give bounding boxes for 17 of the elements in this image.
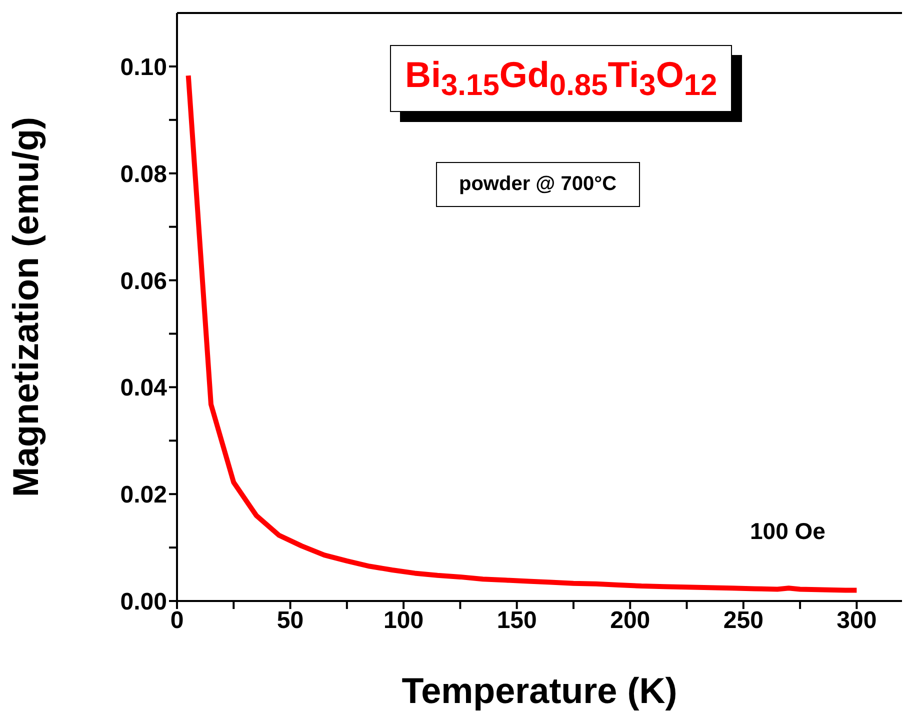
x-axis-title: Temperature (K): [402, 670, 678, 711]
annotation: 100 Oe: [750, 518, 826, 545]
x-tick-label: 200: [610, 607, 650, 634]
y-tick-label: 0.10: [120, 54, 167, 81]
y-tick-label: 0.02: [120, 482, 167, 509]
x-tick-label: 50: [276, 607, 304, 634]
x-tick-label: 0: [170, 607, 184, 634]
x-tick-label: 100: [384, 607, 424, 634]
y-tick-label: 0.00: [120, 588, 167, 616]
y-tick-label: 0.04: [120, 374, 168, 402]
x-tick-label: 250: [723, 607, 764, 634]
y-tick-label: 0.06: [120, 268, 167, 295]
boxed-label: powder @ 700°C: [436, 162, 640, 207]
y-axis-title: Magnetization (emu/g): [4, 117, 46, 497]
x-tick-label: 150: [496, 607, 537, 634]
y-tick-label: 0.08: [120, 160, 167, 188]
x-tick-label: 300: [836, 607, 877, 634]
